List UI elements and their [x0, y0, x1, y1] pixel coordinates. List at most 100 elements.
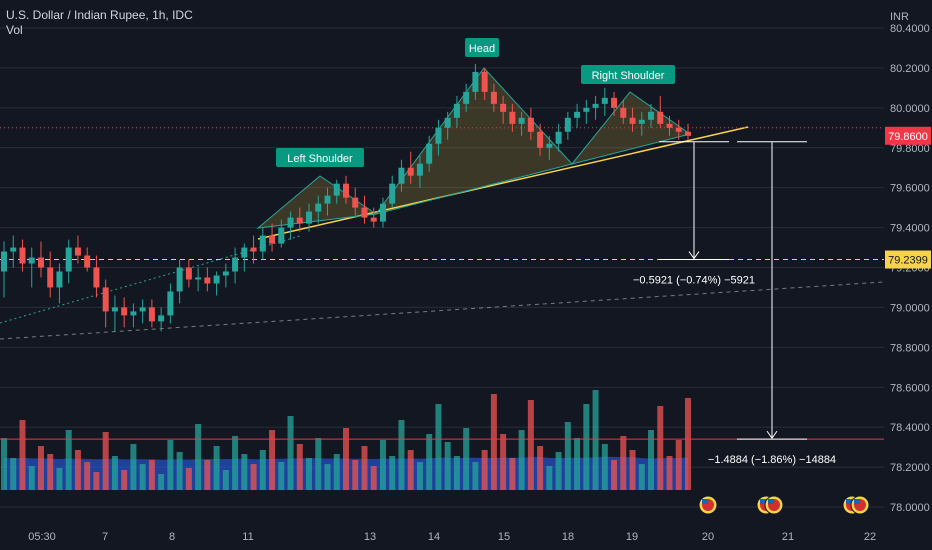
volume-bar	[629, 450, 636, 490]
time-tick-label: 14	[428, 531, 440, 543]
volume-bar	[389, 456, 396, 490]
volume-indicator-label[interactable]: Vol	[6, 23, 23, 37]
candle-body	[509, 111, 516, 124]
time-tick-label: 13	[364, 531, 376, 543]
volume-bar	[574, 438, 581, 490]
candle-body	[685, 131, 691, 136]
candle-body	[269, 235, 276, 244]
candle-body	[407, 167, 414, 176]
volume-bar	[611, 460, 618, 490]
volume-bar	[176, 452, 183, 490]
time-axis-bg	[0, 520, 932, 550]
volume-bar	[463, 428, 470, 490]
volume-bar	[93, 472, 100, 490]
volume-bar	[527, 400, 534, 490]
volume-bar	[370, 466, 377, 490]
price-tick-label: 78.6000	[890, 382, 930, 394]
volume-bar	[148, 460, 155, 490]
pattern-labels: Left Shoulder Head Right Shoulder	[276, 38, 675, 167]
time-tick-label: 15	[498, 531, 510, 543]
pattern-label-box	[465, 38, 499, 57]
candle-body	[47, 267, 54, 288]
left-shoulder-shape	[256, 175, 378, 229]
flag-canton-icon	[760, 499, 766, 504]
candle-body	[370, 217, 377, 222]
candle-body	[37, 257, 44, 268]
trend-line	[0, 235, 301, 324]
volume-bar	[158, 474, 165, 490]
symbol-legend: U.S. Dollar / Indian Rupee, 1h, IDC Vol	[6, 8, 193, 38]
volume-bar	[296, 444, 303, 490]
candle-body	[481, 71, 488, 92]
candle-body	[453, 103, 460, 118]
candle-body	[537, 131, 544, 148]
price-badge	[885, 126, 931, 145]
candle-body	[139, 307, 146, 312]
volume-bar	[675, 440, 682, 490]
volume-bar	[28, 466, 35, 490]
volume-bar	[657, 406, 664, 490]
candle-body	[666, 123, 673, 128]
volume-bar	[204, 460, 211, 490]
candle-body	[28, 257, 35, 264]
volume-bar	[65, 430, 72, 490]
candle-body	[592, 103, 599, 108]
candle-body	[130, 311, 137, 316]
candle-body	[379, 203, 386, 222]
volume-bar	[1, 438, 7, 490]
candle-body	[148, 307, 155, 322]
volume-bar	[56, 468, 63, 490]
volume-bar	[324, 464, 331, 490]
candle-body	[65, 247, 72, 272]
candle-body	[259, 235, 266, 252]
candle-body	[232, 257, 239, 272]
candle-body	[56, 271, 63, 288]
candle-body	[278, 227, 285, 244]
volume-bar	[490, 394, 497, 490]
candle-body	[426, 143, 433, 164]
volume-bar	[343, 428, 349, 490]
volume-bar	[426, 434, 433, 490]
candle-body	[564, 117, 571, 132]
price-tick-label: 80.4000	[890, 23, 930, 35]
candlesticks	[1, 63, 691, 332]
candle-body	[389, 183, 396, 204]
candle-body	[555, 131, 562, 144]
candle-body	[287, 217, 294, 228]
candle-body	[435, 127, 442, 144]
volume-bar	[416, 462, 423, 490]
volume-bar	[37, 446, 44, 490]
volume-bar	[352, 460, 359, 490]
volume-bar	[74, 450, 81, 490]
volume-bar	[435, 404, 442, 490]
price-tick-label: 80.2000	[890, 63, 930, 75]
candle-body	[10, 247, 17, 252]
economic-event-icons[interactable]	[698, 495, 870, 515]
candle-body	[398, 167, 405, 184]
volume-bar	[259, 450, 266, 490]
volume-bar	[555, 452, 562, 490]
time-tick-label: 19	[626, 531, 638, 543]
volume-bar	[333, 454, 340, 490]
symbol-title[interactable]: U.S. Dollar / Indian Rupee, 1h, IDC	[6, 8, 193, 22]
volume-bar	[407, 450, 414, 490]
volume-bar	[241, 454, 248, 490]
candle-body	[204, 277, 211, 284]
candle-body	[657, 111, 664, 124]
volume-bar	[648, 430, 655, 490]
volume-bar	[213, 446, 220, 490]
volume-bar	[398, 420, 405, 490]
flag-canton-icon	[702, 499, 708, 504]
candle-body	[241, 247, 248, 258]
volume-bar	[84, 462, 91, 490]
price-tick-label: 79.6000	[890, 183, 930, 195]
pattern-label-box	[581, 65, 675, 84]
volume-bar	[500, 434, 507, 490]
candle-body	[213, 275, 220, 284]
volume-bar	[185, 468, 192, 490]
volume-bar	[379, 440, 386, 490]
measure-arrow	[766, 430, 778, 440]
time-axis[interactable]: 05:30 7 8 11 13 14 15 18 19 20 21 22	[0, 520, 932, 550]
